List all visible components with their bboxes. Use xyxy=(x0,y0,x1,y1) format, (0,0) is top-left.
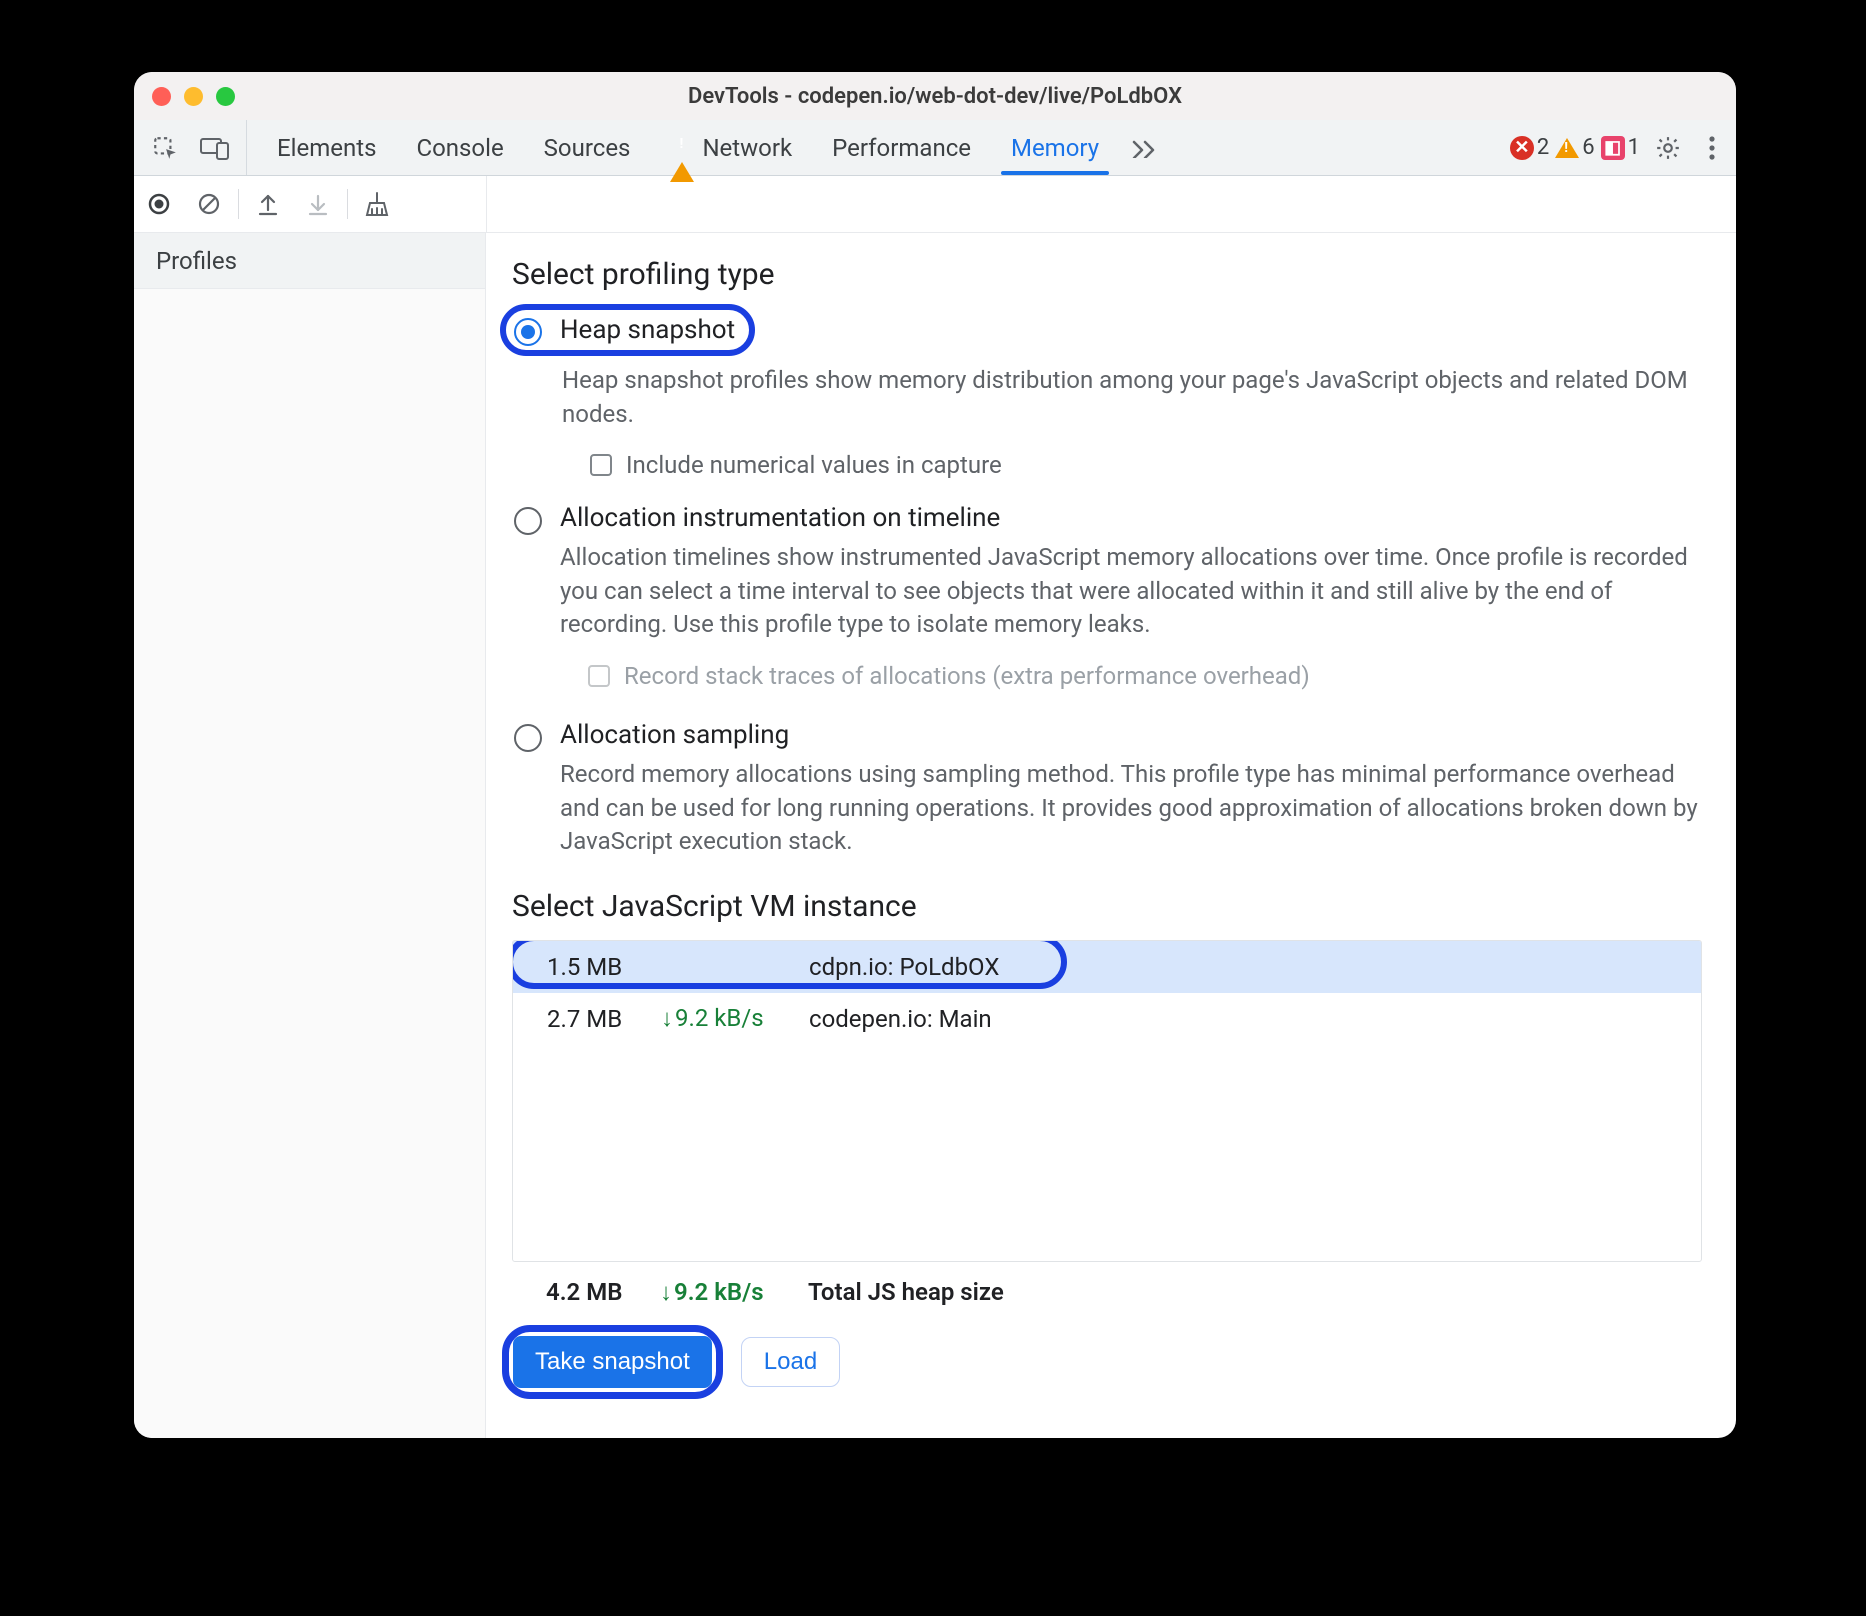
option-label: Allocation instrumentation on timeline xyxy=(560,503,1702,533)
tabbar-left-tools xyxy=(134,120,247,175)
tab-sources[interactable]: Sources xyxy=(524,120,651,175)
radio-icon[interactable] xyxy=(514,318,542,346)
profiles-sidebar: Profiles xyxy=(134,233,486,1438)
device-toolbar-icon[interactable] xyxy=(190,120,240,175)
close-icon[interactable] xyxy=(152,87,171,106)
checkbox-icon xyxy=(588,665,610,687)
heap-include-numerical[interactable]: Include numerical values in capture xyxy=(590,451,1702,479)
tab-memory[interactable]: Memory xyxy=(991,120,1119,175)
window-title: DevTools - codepen.io/web-dot-dev/live/P… xyxy=(134,72,1736,120)
down-arrow-icon: ↓ xyxy=(660,1278,672,1306)
separator xyxy=(347,189,348,219)
memory-toolbar xyxy=(134,176,487,232)
down-arrow-icon: ↓ xyxy=(661,1004,673,1032)
warning-icon xyxy=(1555,136,1579,160)
annotation-highlight: Take snapshot xyxy=(502,1325,723,1399)
traffic-lights xyxy=(152,87,235,106)
other-count: 1 xyxy=(1628,135,1640,160)
warnings-count: 6 xyxy=(1582,135,1594,160)
tab-console[interactable]: Console xyxy=(396,120,523,175)
errors-count: 2 xyxy=(1537,135,1549,160)
flag-icon: ◧ xyxy=(1601,136,1625,160)
option-description: Heap snapshot profiles show memory distr… xyxy=(562,364,1702,431)
gc-broom-icon[interactable] xyxy=(352,176,402,232)
option-description: Allocation timelines show instrumented J… xyxy=(560,541,1702,642)
option-description: Record memory allocations using sampling… xyxy=(560,758,1702,859)
tab-label: Performance xyxy=(832,134,971,162)
errors-badge[interactable]: ✕ 2 xyxy=(1510,135,1549,160)
sidebar-item-label: Profiles xyxy=(156,247,237,275)
vm-rate: ↓9.2 kB/s xyxy=(661,1004,809,1033)
option-allocation-timeline[interactable]: Allocation instrumentation on timeline A… xyxy=(512,503,1702,696)
tab-label: Sources xyxy=(544,134,631,162)
checkbox-label: Include numerical values in capture xyxy=(626,451,1002,479)
vm-row[interactable]: 1.5 MB cdpn.io: PoLdbOX xyxy=(513,941,1701,993)
vm-name: cdpn.io: PoLdbOX xyxy=(809,953,999,981)
warnings-badge[interactable]: 6 xyxy=(1555,135,1594,160)
timeline-record-stacks: Record stack traces of allocations (extr… xyxy=(588,662,1702,690)
tab-performance[interactable]: Performance xyxy=(812,120,991,175)
total-rate: ↓9.2 kB/s xyxy=(660,1278,808,1307)
upload-icon[interactable] xyxy=(243,176,293,232)
memory-panel: Select profiling type Heap snapshot Heap… xyxy=(486,233,1736,1438)
option-allocation-sampling[interactable]: Allocation sampling Record memory alloca… xyxy=(512,720,1702,859)
kebab-menu-icon[interactable] xyxy=(1696,120,1728,175)
settings-icon[interactable] xyxy=(1646,120,1690,175)
more-tabs-icon[interactable] xyxy=(1119,120,1171,175)
error-icon: ✕ xyxy=(1510,136,1534,160)
vm-row[interactable]: 2.7 MB ↓9.2 kB/s codepen.io: Main xyxy=(513,993,1701,1045)
checkbox-label: Record stack traces of allocations (extr… xyxy=(624,662,1310,690)
vm-size: 2.7 MB xyxy=(513,1005,661,1033)
inspect-element-icon[interactable] xyxy=(140,120,190,175)
warning-icon xyxy=(670,134,694,162)
tab-label: Elements xyxy=(277,134,376,162)
tab-label: Memory xyxy=(1011,134,1099,162)
other-badge[interactable]: ◧ 1 xyxy=(1601,135,1640,160)
tabbar-right: ✕ 2 6 ◧ 1 xyxy=(1510,120,1736,175)
devtools-tabbar: Elements Console Sources Network Perform… xyxy=(134,120,1736,176)
window-titlebar: DevTools - codepen.io/web-dot-dev/live/P… xyxy=(134,72,1736,120)
section-title: Select profiling type xyxy=(512,257,1702,292)
vm-size: 1.5 MB xyxy=(513,953,661,981)
option-label: Heap snapshot xyxy=(560,315,735,345)
vm-instance-table: 1.5 MB cdpn.io: PoLdbOX 2.7 MB ↓9.2 kB/s… xyxy=(512,940,1702,1262)
option-label: Allocation sampling xyxy=(560,720,1702,750)
download-icon[interactable] xyxy=(293,176,343,232)
checkbox-icon[interactable] xyxy=(590,454,612,476)
option-heap-snapshot[interactable]: Heap snapshot xyxy=(512,304,1702,356)
load-button[interactable]: Load xyxy=(741,1337,840,1387)
tab-label: Console xyxy=(416,134,503,162)
clear-icon[interactable] xyxy=(184,176,234,232)
minimize-icon[interactable] xyxy=(184,87,203,106)
action-row: Take snapshot Load xyxy=(512,1325,1702,1399)
tab-elements[interactable]: Elements xyxy=(257,120,396,175)
take-snapshot-button[interactable]: Take snapshot xyxy=(513,1336,712,1388)
sidebar-item-profiles[interactable]: Profiles xyxy=(134,233,485,289)
annotation-highlight: Heap snapshot xyxy=(500,304,755,356)
total-label: Total JS heap size xyxy=(808,1278,1004,1306)
separator xyxy=(238,189,239,219)
panel-tabs: Elements Console Sources Network Perform… xyxy=(257,120,1510,175)
record-icon[interactable] xyxy=(134,176,184,232)
devtools-window: DevTools - codepen.io/web-dot-dev/live/P… xyxy=(134,72,1736,1438)
total-size: 4.2 MB xyxy=(512,1278,660,1306)
vm-name: codepen.io: Main xyxy=(809,1005,992,1033)
vm-totals: 4.2 MB ↓9.2 kB/s Total JS heap size xyxy=(512,1278,1702,1307)
section-title: Select JavaScript VM instance xyxy=(512,889,1702,924)
radio-icon[interactable] xyxy=(514,724,542,752)
zoom-icon[interactable] xyxy=(216,87,235,106)
radio-icon[interactable] xyxy=(514,507,542,535)
tab-label: Network xyxy=(702,134,792,162)
tab-network[interactable]: Network xyxy=(650,120,812,175)
